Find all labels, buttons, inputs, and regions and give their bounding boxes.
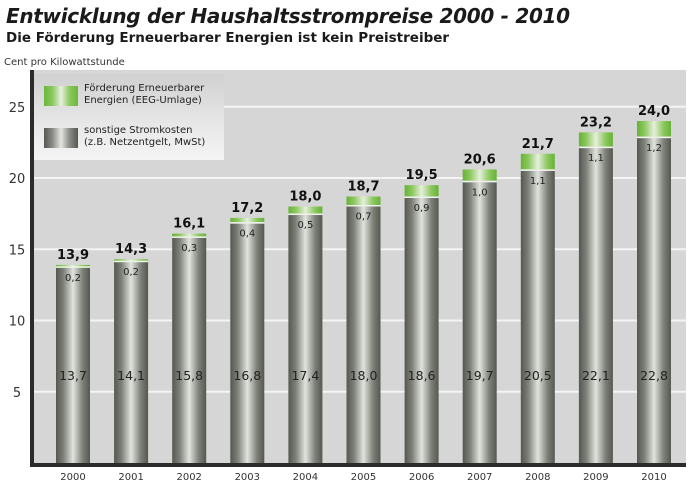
eeg-label-2009: 1,1 [588, 153, 604, 164]
x-tick-label-2002: 2002 [176, 472, 201, 483]
legend-item-eeg: Förderung Erneuerbarer Energien (EEG-Uml… [44, 83, 205, 107]
x-tick-label-2010: 2010 [641, 472, 666, 483]
green-gradient-swatch-icon [44, 86, 78, 106]
bar-other-2000 [56, 267, 90, 463]
total-label-2003: 17,2 [231, 201, 263, 216]
bar-other-2003 [230, 223, 265, 463]
other-label-2005: 18,0 [350, 368, 378, 383]
y-tick-label: 10 [9, 315, 26, 330]
bar-eeg-2006 [404, 185, 439, 197]
y-tick-labels: 5 10 15 20 25 [9, 101, 26, 401]
other-label-2000: 13,7 [59, 368, 87, 383]
other-label-2010: 22,8 [640, 368, 668, 383]
bar-eeg-2004 [288, 206, 323, 214]
total-label-2007: 20,6 [464, 152, 496, 167]
total-label-2006: 19,5 [406, 168, 438, 183]
chart-title: Entwicklung der Haushaltsstrompreise 200… [6, 4, 570, 28]
total-label-2005: 18,7 [347, 180, 379, 195]
total-label-2008: 21,7 [522, 137, 554, 152]
total-label-2000: 13,9 [57, 248, 89, 263]
other-label-2002: 15,8 [175, 368, 203, 383]
total-label-2010: 24,0 [638, 104, 670, 119]
y-axis-unit-label: Cent pro Kilowattstunde [4, 57, 125, 68]
eeg-label-2008: 1,1 [530, 176, 546, 187]
x-tick-label-2006: 2006 [409, 472, 434, 483]
bar-other-2010 [637, 138, 671, 463]
legend-label-eeg: Förderung Erneuerbarer Energien (EEG-Uml… [84, 83, 205, 106]
bar-other-2008 [520, 170, 555, 463]
total-label-2001: 14,3 [115, 242, 147, 257]
y-tick-label: 25 [9, 101, 26, 116]
eeg-label-2006: 0,9 [414, 203, 430, 214]
x-tick-label-2000: 2000 [60, 472, 85, 483]
other-label-2004: 17,4 [291, 368, 319, 383]
data-labels: 13,9 0,2 13,7 14,3 0,2 14,1 16,1 0,3 15,8 17,2 0,4… [57, 104, 670, 383]
bar-other-2007 [462, 182, 497, 463]
other-label-2001: 14,1 [117, 368, 145, 383]
bar-other-2006 [404, 197, 439, 463]
y-tick-label: 5 [13, 386, 21, 401]
eeg-label-2003: 0,4 [239, 229, 255, 240]
x-tick-label-2005: 2005 [351, 472, 376, 483]
bar-other-2004 [288, 215, 323, 463]
eeg-label-2000: 0,2 [65, 273, 81, 284]
total-label-2004: 18,0 [289, 190, 321, 205]
total-label-2009: 23,2 [580, 115, 612, 130]
eeg-label-2005: 0,7 [356, 212, 372, 223]
other-label-2008: 20,5 [524, 368, 552, 383]
eeg-label-2007: 1,0 [472, 187, 488, 198]
bars [56, 121, 671, 463]
total-label-2002: 16,1 [173, 217, 205, 232]
y-tick-label: 20 [9, 172, 26, 187]
x-tick-label-2009: 2009 [583, 472, 608, 483]
bar-eeg-2008 [520, 153, 555, 170]
bar-other-2009 [578, 148, 613, 463]
x-tick-label-2007: 2007 [467, 472, 492, 483]
legend-item-other: sonstige Stromkosten (z.B. Netzentgelt, … [44, 125, 206, 149]
other-label-2007: 19,7 [466, 368, 494, 383]
other-label-2006: 18,6 [408, 368, 436, 383]
bar-other-2002 [172, 237, 207, 463]
grey-gradient-swatch-icon [44, 128, 78, 148]
other-label-2009: 22,1 [582, 368, 610, 383]
chart-subtitle: Die Förderung Erneuerbarer Energien ist … [6, 30, 450, 46]
eeg-label-2002: 0,3 [181, 243, 197, 254]
eeg-label-2004: 0,5 [297, 220, 313, 231]
y-tick-label: 15 [9, 243, 26, 258]
other-label-2003: 16,8 [233, 368, 261, 383]
eeg-label-2001: 0,2 [123, 267, 139, 278]
bar-eeg-2005 [346, 196, 381, 205]
legend-label-other: sonstige Stromkosten (z.B. Netzentgelt, … [84, 125, 206, 148]
x-tick-label-2008: 2008 [525, 472, 550, 483]
eeg-label-2010: 1,2 [646, 143, 662, 154]
bar-eeg-2002 [172, 233, 207, 237]
x-tick-labels: 2000 2001 2002 2003 2004 2005 2006 2007 2008 2009… [60, 472, 666, 483]
bar-eeg-2003 [230, 217, 265, 223]
x-tick-label-2001: 2001 [118, 472, 143, 483]
legend: Förderung Erneuerbarer Energien (EEG-Uml… [34, 74, 224, 160]
bar-eeg-2010 [637, 121, 671, 137]
bar-eeg-2009 [578, 132, 613, 147]
x-tick-label-2003: 2003 [235, 472, 260, 483]
bar-other-2005 [346, 206, 381, 463]
bar-eeg-2007 [462, 169, 497, 181]
x-tick-label-2004: 2004 [293, 472, 318, 483]
bar-other-2001 [114, 262, 149, 463]
